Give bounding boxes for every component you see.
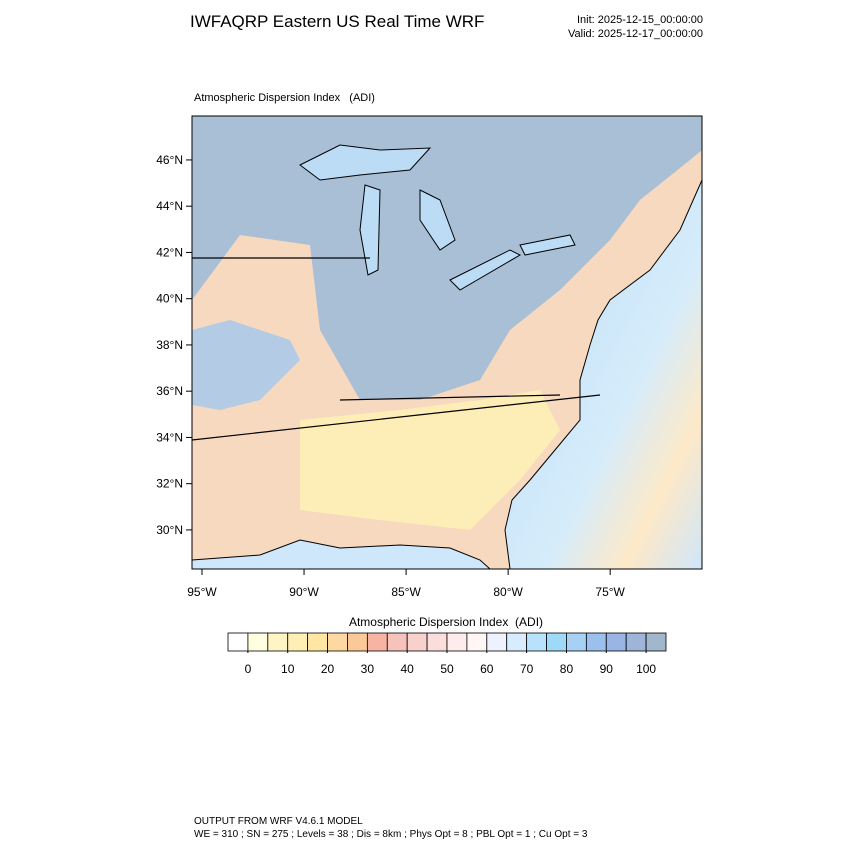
colorbar-tick-label: 100 — [636, 662, 656, 676]
y-tick-label: 30°N — [156, 523, 183, 537]
x-tick-label: 95°W — [187, 585, 217, 599]
x-tick-label: 80°W — [493, 585, 523, 599]
colorbar-tick-label: 90 — [600, 662, 614, 676]
colorbar-box — [267, 632, 289, 652]
colorbar-box — [287, 632, 309, 652]
colorbar-box — [307, 632, 328, 652]
colorbar-box — [366, 632, 388, 652]
colorbar-box — [327, 632, 348, 652]
colorbar-box — [227, 632, 249, 652]
lake-ontario — [519, 234, 576, 256]
colorbar-tick-label: 70 — [520, 662, 534, 676]
map-field — [192, 116, 702, 569]
map-title: Atmospheric Dispersion Index (ADI) — [194, 92, 375, 104]
y-tick-label: 40°N — [156, 292, 183, 306]
colorbar-tick-label: 50 — [440, 662, 454, 676]
footer-line: OUTPUT FROM WRF V4.6.1 MODEL — [194, 816, 363, 827]
colorbar-tick-label: 0 — [245, 662, 252, 676]
colorbar-box — [347, 632, 368, 652]
y-tick-label: 38°N — [156, 338, 183, 352]
colorbar-box — [566, 632, 587, 652]
colorbar-box — [466, 632, 488, 652]
colorbar-box — [486, 632, 508, 652]
state-border — [339, 394, 561, 401]
valid-time: Valid: 2025-12-17_00:00:00 — [568, 28, 703, 40]
colorbar-box — [605, 632, 627, 652]
x-tick-label: 85°W — [391, 585, 421, 599]
colorbar-tick-label: 20 — [321, 662, 335, 676]
colorbar-tick-label: 30 — [361, 662, 375, 676]
colorbar-title: Atmospheric Dispersion Index (ADI) — [349, 615, 543, 629]
lake-huron — [419, 189, 456, 251]
title: IWFAQRP Eastern US Real Time WRF — [190, 12, 484, 31]
colorbar-box — [406, 632, 428, 652]
state-border — [192, 394, 601, 441]
x-tick-label: 90°W — [289, 585, 319, 599]
colorbar-tick-label: 10 — [281, 662, 295, 676]
colorbar-box — [585, 632, 607, 652]
y-tick-label: 34°N — [156, 430, 183, 444]
y-tick-label: 42°N — [156, 245, 183, 259]
colorbar-box — [426, 632, 448, 652]
colorbar-box — [247, 632, 269, 652]
atlantic — [504, 179, 702, 569]
colorbar-tick-label: 60 — [480, 662, 494, 676]
colorbar-tick-label: 80 — [560, 662, 574, 676]
colorbar-box — [446, 632, 468, 652]
colorbar-box — [506, 632, 528, 652]
colorbar-box — [546, 632, 567, 652]
init-time: Init: 2025-12-15_00:00:00 — [577, 14, 703, 26]
y-tick-label: 36°N — [156, 384, 183, 398]
colorbar-box — [625, 632, 647, 652]
colorbar-tick-label: 40 — [401, 662, 415, 676]
footer-line: WE = 310 ; SN = 275 ; Levels = 38 ; Dis … — [194, 829, 588, 840]
lake-superior — [299, 144, 432, 181]
land-mild — [300, 390, 560, 530]
colorbar-box — [526, 632, 547, 652]
x-tick-label: 75°W — [595, 585, 625, 599]
colorbar-box — [386, 632, 408, 652]
colorbar-box — [645, 632, 667, 652]
y-tick-label: 32°N — [156, 477, 183, 491]
y-tick-label: 44°N — [156, 199, 183, 213]
lake-erie — [449, 249, 522, 291]
land-cool-patch — [192, 320, 300, 410]
lake-michigan — [359, 184, 381, 276]
y-tick-label: 46°N — [156, 153, 183, 167]
gulf — [192, 539, 491, 569]
map-frame — [191, 115, 703, 570]
